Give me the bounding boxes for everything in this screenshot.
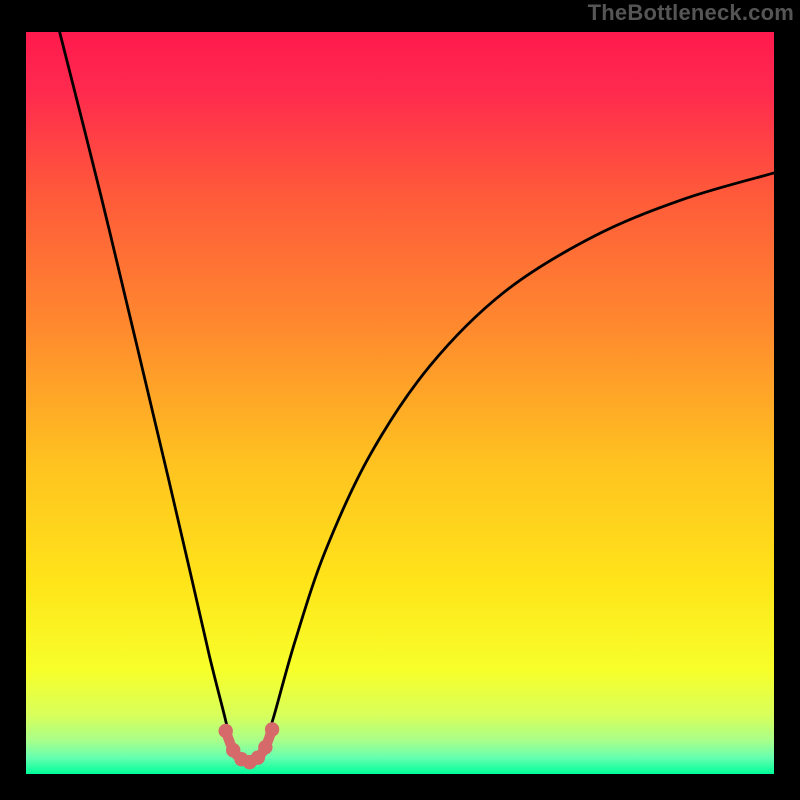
valley-marker-bead <box>258 740 272 754</box>
chart-frame: TheBottleneck.com <box>0 0 800 800</box>
plot-background <box>26 32 774 774</box>
valley-marker-bead <box>265 722 279 736</box>
bottleneck-chart <box>0 0 800 800</box>
valley-marker-bead <box>219 724 233 738</box>
